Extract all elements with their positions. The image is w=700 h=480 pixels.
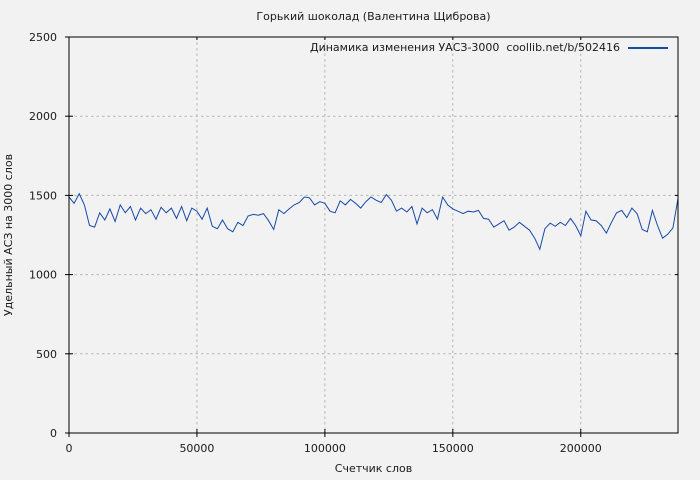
x-tick-label: 0: [66, 442, 73, 455]
y-tick-label: 1000: [29, 269, 57, 282]
plot-border: [68, 36, 679, 434]
legend-line-sample: [628, 46, 668, 49]
x-tick-label: 50000: [179, 442, 214, 455]
chart-title: Горький шоколад (Валентина Щиброва): [256, 10, 491, 23]
y-tick-label: 1500: [29, 189, 57, 202]
x-tick-label: 150000: [432, 442, 474, 455]
x-axis-label: Счетчик слов: [334, 462, 413, 475]
y-tick-label: 500: [36, 348, 57, 361]
y-tick-label: 0: [50, 427, 57, 440]
y-tick-label: 2500: [29, 31, 57, 44]
legend-series-label: Динамика изменения УАСЗ-3000 coollib.net…: [310, 41, 620, 54]
x-tick-label: 100000: [304, 442, 346, 455]
y-tick-label: 2000: [29, 110, 57, 123]
x-tick-label: 200000: [560, 442, 602, 455]
legend: Динамика изменения УАСЗ-3000 coollib.net…: [310, 41, 668, 54]
data-series-line: [68, 192, 679, 251]
